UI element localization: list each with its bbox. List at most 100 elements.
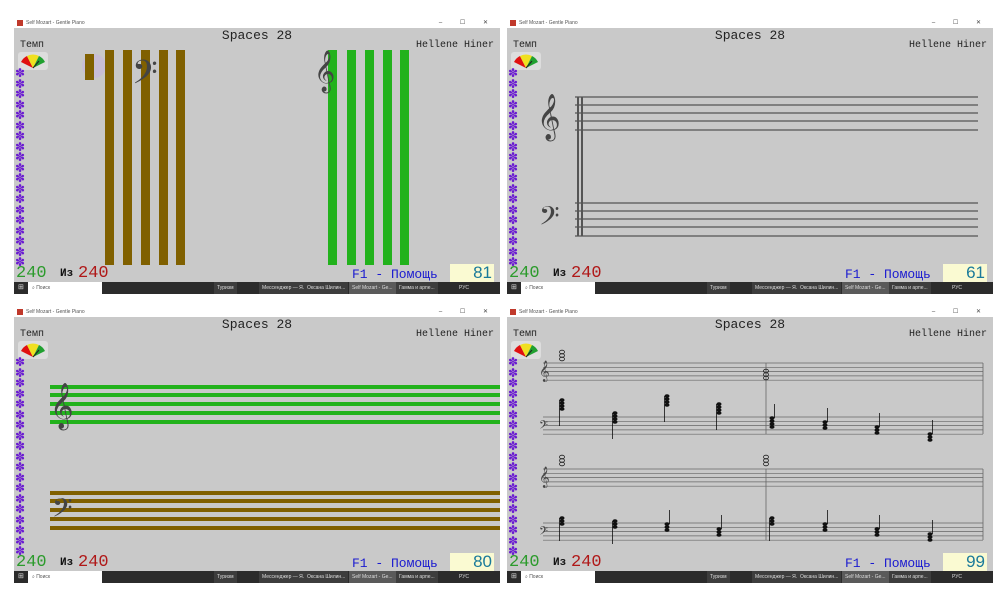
flower-icon: ✽ [15, 533, 26, 548]
flower-icon: ✽ [508, 108, 519, 122]
chord-note [822, 525, 828, 529]
brown-staff-line [50, 491, 500, 495]
flower-icon: ✽ [15, 97, 26, 112]
lesson-canvas[interactable]: 𝄞𝄢 [507, 18, 993, 282]
taskbar-item[interactable]: Туризм [707, 571, 730, 583]
help-link[interactable]: F1 - Помощь [352, 556, 438, 571]
flower-icon: ✽ [508, 449, 519, 464]
taskbar-item[interactable]: Оксана Шилин... [797, 282, 842, 294]
language-indicator[interactable]: РУС [952, 285, 963, 291]
app-icon [17, 309, 23, 315]
half-note [763, 454, 769, 460]
chord-note [769, 516, 775, 520]
taskbar-item[interactable]: Мессенджер — Я... [752, 571, 803, 583]
flower-icon: ✽ [508, 139, 519, 154]
flower-icon: ✽ [508, 129, 519, 143]
taskbar-item[interactable]: Оксана Шилин... [304, 282, 349, 294]
taskbar-item[interactable]: Туризм [707, 282, 730, 294]
taskbar-item[interactable]: Гамма и арпе... [396, 571, 438, 583]
taskbar-item[interactable]: Self Mozart - Ge... [349, 571, 396, 583]
flower-icon: ✽ [15, 171, 26, 185]
chord-note [716, 530, 722, 534]
title-bar: Self Mozart - Gentle Piano – ☐ ✕ [14, 18, 500, 28]
flower-icon: ✽ [15, 397, 26, 411]
green-staff-line [50, 402, 500, 406]
taskbar-item[interactable]: Мессенджер — Я... [259, 571, 310, 583]
flower-icon: ✽ [508, 544, 519, 558]
flower-icon: ✽ [15, 449, 26, 464]
taskbar-item[interactable]: Туризм [214, 282, 237, 294]
chord-note [822, 423, 828, 427]
chord-note [716, 405, 722, 409]
taskbar-search[interactable]: ⌕ Поиск [28, 571, 102, 583]
flower-icon: ✽ [508, 244, 519, 259]
app-window-grand-staff: Self Mozart - Gentle Piano – ☐ ✕ 𝄞 𝄢 Spac… [507, 18, 993, 294]
lesson-title: Spaces 28 [221, 28, 293, 43]
tempo-gauge-button[interactable] [511, 52, 541, 70]
flower-icon: ✽ [508, 118, 519, 133]
app-icon [510, 309, 516, 315]
taskbar-search[interactable]: ⌕ Поиск [521, 571, 595, 583]
window-controls[interactable]: – ☐ ✕ [931, 20, 989, 26]
tempo-gauge-button[interactable] [18, 341, 48, 359]
lesson-canvas[interactable]: 𝄞𝄢 [14, 307, 500, 571]
user-name: Hellene Hiner [908, 40, 987, 51]
language-indicator[interactable]: РУС [459, 285, 470, 291]
windows-icon[interactable]: ⊞ [511, 573, 517, 580]
taskbar-item[interactable]: Гамма и арпе... [889, 282, 931, 294]
lesson-canvas[interactable]: 𝄞 𝄢 𝄞 𝄢 [507, 307, 993, 571]
green-bar [328, 50, 337, 265]
green-staff-line [50, 393, 500, 397]
chord-note [612, 522, 618, 526]
windows-icon[interactable]: ⊞ [18, 573, 24, 580]
brown-bar [105, 50, 114, 265]
taskbar-item[interactable]: Гамма и арпе... [396, 282, 438, 294]
taskbar-item[interactable]: Self Mozart - Ge... [842, 282, 889, 294]
window-controls[interactable]: – ☐ ✕ [438, 309, 496, 315]
taskbar-item[interactable]: Self Mozart - Ge... [349, 282, 396, 294]
green-staff-line [50, 411, 500, 415]
taskbar-item[interactable]: Оксана Шилин... [304, 571, 349, 583]
brown-staff-line [50, 517, 500, 521]
chord-note [716, 408, 722, 412]
chord-note [769, 425, 775, 429]
app-icon [510, 20, 516, 26]
tempo-gauge-button[interactable] [18, 52, 48, 70]
lesson-canvas[interactable]: 𝄢 𝄞 [14, 18, 500, 282]
taskbar-item[interactable]: Оксана Шилин... [797, 571, 842, 583]
windows-icon[interactable]: ⊞ [18, 284, 24, 291]
chord-note [874, 425, 880, 429]
flower-icon: ✽ [15, 365, 26, 380]
flower-icon: ✽ [15, 428, 26, 443]
flower-icon: ✽ [508, 213, 519, 227]
taskbar-search[interactable]: ⌕ Поиск [521, 282, 595, 294]
flower-icon: ✽ [15, 129, 26, 143]
flower-icon: ✽ [15, 76, 26, 91]
language-indicator[interactable]: РУС [952, 574, 963, 580]
chord-note [716, 527, 722, 531]
flower-icon: ✽ [508, 87, 519, 101]
taskbar-item[interactable]: Гамма и арпе... [889, 571, 931, 583]
windows-icon[interactable]: ⊞ [511, 284, 517, 291]
taskbar-search[interactable]: ⌕ Поиск [28, 282, 102, 294]
help-link[interactable]: F1 - Помощь [845, 556, 931, 571]
flower-icon: ✽ [15, 202, 26, 217]
taskbar-item[interactable]: Мессенджер — Я... [259, 282, 310, 294]
chord-note [612, 411, 618, 415]
tempo-gauge-button[interactable] [511, 341, 541, 359]
total-count: 240 [571, 264, 602, 283]
half-note [559, 356, 565, 362]
flower-icon: ✽ [508, 428, 519, 443]
chord-note [716, 402, 722, 406]
help-link[interactable]: F1 - Помощь [352, 267, 438, 282]
half-note [763, 458, 769, 463]
flower-icon: ✽ [508, 491, 519, 506]
language-indicator[interactable]: РУС [459, 574, 470, 580]
window-controls[interactable]: – ☐ ✕ [931, 309, 989, 315]
taskbar-item[interactable]: Туризм [214, 571, 237, 583]
flower-icon: ✽ [508, 523, 519, 537]
window-controls[interactable]: – ☐ ✕ [438, 20, 496, 26]
taskbar-item[interactable]: Self Mozart - Ge... [842, 571, 889, 583]
taskbar-item[interactable]: Мессенджер — Я... [752, 282, 803, 294]
help-link[interactable]: F1 - Помощь [845, 267, 931, 282]
